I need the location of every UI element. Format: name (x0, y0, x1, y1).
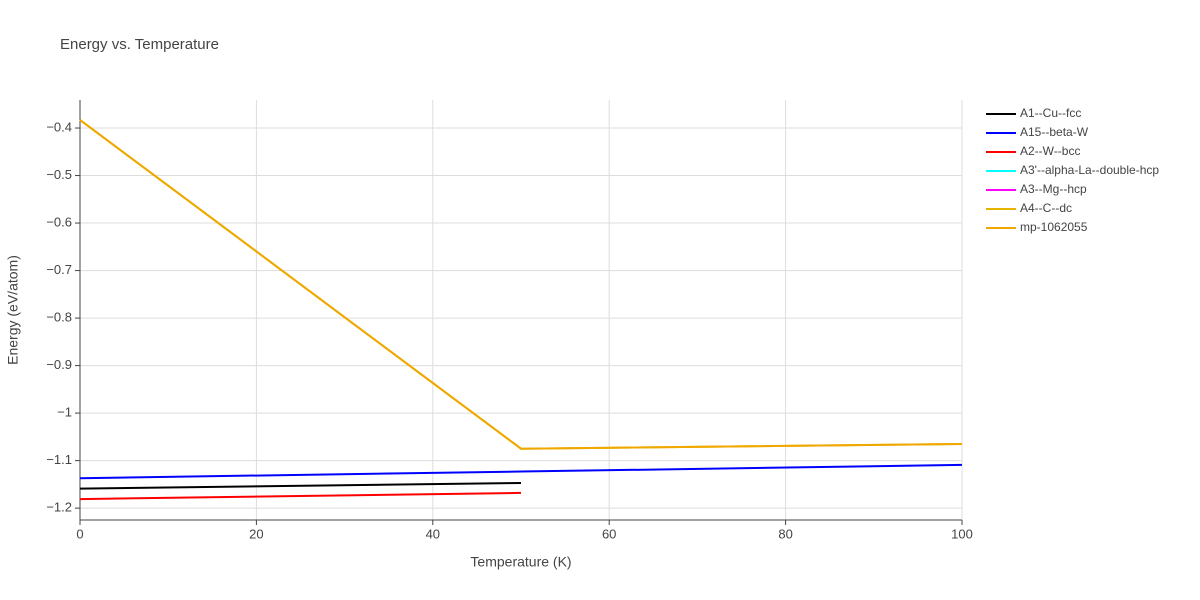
x-tick-label: 60 (602, 526, 616, 541)
y-tick-label: −1 (57, 405, 72, 420)
legend-label: A2--W--bcc (1020, 144, 1080, 158)
x-axis-title: Temperature (K) (470, 554, 571, 570)
y-tick-label: −0.9 (46, 357, 72, 372)
y-tick-label: −0.6 (46, 214, 72, 229)
chart-title: Energy vs. Temperature (60, 36, 219, 53)
legend-label: A1--Cu--fcc (1020, 106, 1081, 120)
y-tick-label: −0.4 (46, 119, 72, 134)
legend-label: mp-1062055 (1020, 220, 1088, 234)
legend-label: A15--beta-W (1020, 125, 1089, 139)
y-axis-title: Energy (eV/atom) (5, 255, 21, 365)
series-line (79, 463, 963, 480)
y-tick-label: −0.7 (46, 262, 72, 277)
x-tick-label: 40 (426, 526, 440, 541)
legend-label: A3--Mg--hcp (1020, 182, 1087, 196)
legend-label: A3'--alpha-La--double-hcp (1020, 163, 1159, 177)
y-tick-label: −1.2 (46, 500, 72, 515)
x-tick-label: 20 (249, 526, 263, 541)
series-line (79, 119, 963, 450)
series-line (79, 481, 522, 490)
x-tick-label: 100 (951, 526, 973, 541)
series-line (79, 491, 522, 501)
x-tick-label: 80 (778, 526, 792, 541)
y-tick-label: −1.1 (46, 452, 72, 467)
y-tick-label: −0.5 (46, 167, 72, 182)
legend-label: A4--C--dc (1020, 201, 1072, 215)
y-tick-label: −0.8 (46, 310, 72, 325)
x-tick-label: 0 (76, 526, 83, 541)
series-line (79, 119, 963, 450)
